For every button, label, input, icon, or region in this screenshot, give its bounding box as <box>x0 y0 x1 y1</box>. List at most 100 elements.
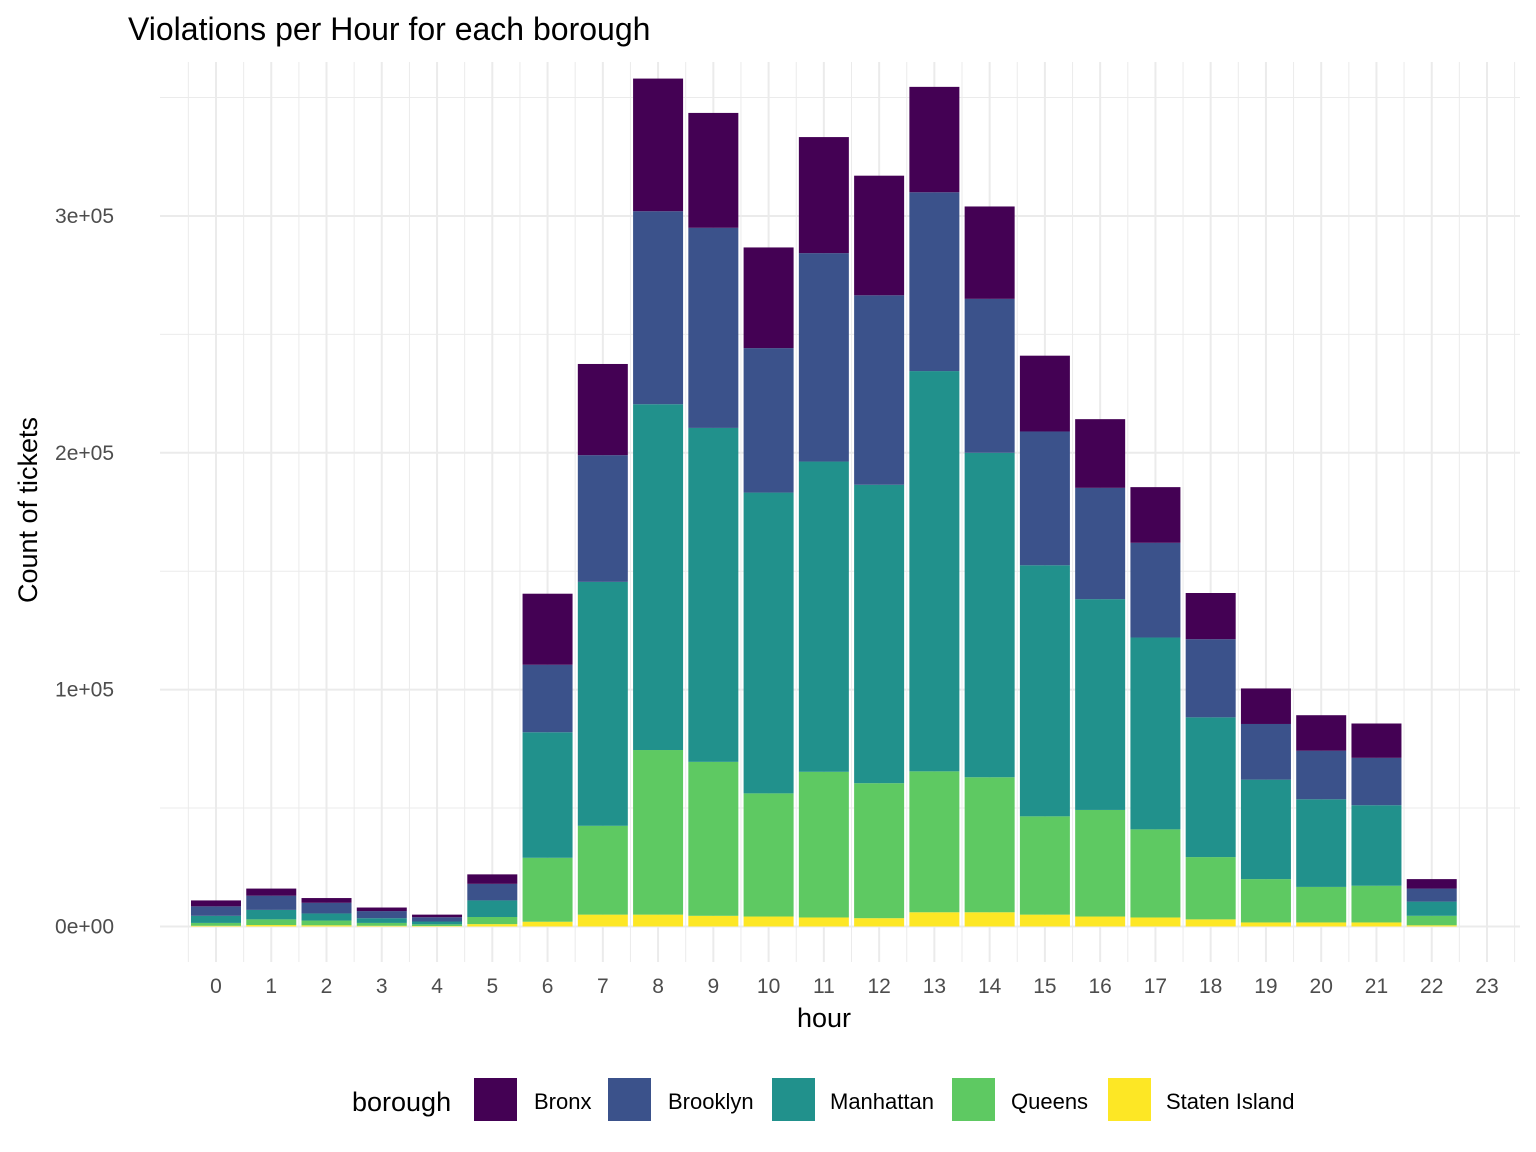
bar-bronx-hour-10 <box>743 247 794 349</box>
x-tick-label: 8 <box>652 975 664 998</box>
legend-label-queens: Queens <box>1011 1089 1088 1114</box>
bar-brooklyn-hour-19 <box>1240 723 1291 780</box>
bar-queens-hour-11 <box>798 771 849 918</box>
bar-bronx-hour-19 <box>1240 688 1291 724</box>
bar-queens-hour-22 <box>1406 915 1457 926</box>
bar-bronx-hour-3 <box>356 907 407 912</box>
bar-brooklyn-hour-5 <box>467 883 518 901</box>
x-tick-label: 10 <box>757 975 780 998</box>
bar-bronx-hour-5 <box>467 874 518 884</box>
bar-bronx-hour-6 <box>522 593 573 665</box>
bar-bronx-hour-14 <box>964 206 1015 299</box>
bar-queens-hour-19 <box>1240 879 1291 923</box>
bar-staten-island-hour-18 <box>1185 919 1236 927</box>
bar-manhattan-hour-17 <box>1130 637 1181 830</box>
bar-staten-island-hour-0 <box>191 925 241 927</box>
bar-queens-hour-20 <box>1296 886 1347 923</box>
bar-brooklyn-hour-1 <box>246 895 297 910</box>
bar-manhattan-hour-0 <box>191 915 241 923</box>
bar-manhattan-hour-5 <box>467 900 518 917</box>
x-tick-label: 17 <box>1144 975 1167 998</box>
x-tick-label: 20 <box>1310 975 1333 998</box>
bar-queens-hour-2 <box>301 920 352 926</box>
bar-staten-island-hour-12 <box>854 918 905 927</box>
legend-key-brooklyn <box>608 1078 651 1121</box>
x-tick-label: 0 <box>210 975 222 998</box>
y-tick-label: 2e+05 <box>55 442 114 465</box>
y-tick-label: 1e+05 <box>55 679 114 702</box>
bar-manhattan-hour-21 <box>1351 805 1402 886</box>
bar-bronx-hour-13 <box>909 86 960 193</box>
bar-manhattan-hour-4 <box>412 921 463 925</box>
legend-label-manhattan: Manhattan <box>830 1089 934 1114</box>
bar-manhattan-hour-8 <box>633 404 684 751</box>
bar-brooklyn-hour-8 <box>633 211 684 405</box>
bar-brooklyn-hour-4 <box>412 917 463 922</box>
bar-manhattan-hour-20 <box>1296 799 1347 887</box>
x-tick-label: 1 <box>265 975 277 998</box>
bar-manhattan-hour-22 <box>1406 901 1457 916</box>
bar-bronx-hour-22 <box>1406 879 1457 889</box>
bar-brooklyn-hour-13 <box>909 192 960 372</box>
bar-queens-hour-1 <box>246 919 297 926</box>
x-tick-label: 16 <box>1088 975 1111 998</box>
bar-manhattan-hour-15 <box>1019 565 1070 817</box>
bar-staten-island-hour-5 <box>467 924 518 927</box>
bar-queens-hour-14 <box>964 777 1015 913</box>
bar-queens-hour-9 <box>688 761 739 916</box>
bar-manhattan-hour-6 <box>522 732 573 858</box>
bar-brooklyn-hour-10 <box>743 348 794 493</box>
legend-key-bronx <box>474 1078 517 1121</box>
bar-brooklyn-hour-17 <box>1130 542 1181 638</box>
bar-staten-island-hour-6 <box>522 921 573 927</box>
bar-brooklyn-hour-7 <box>577 455 628 582</box>
bar-queens-hour-7 <box>577 825 628 915</box>
bar-manhattan-hour-11 <box>798 461 849 772</box>
bar-bronx-hour-2 <box>301 898 352 903</box>
bar-bronx-hour-11 <box>798 137 849 254</box>
bar-bronx-hour-21 <box>1351 723 1402 758</box>
bar-queens-hour-16 <box>1075 809 1126 917</box>
bar-bronx-hour-9 <box>688 112 739 228</box>
bar-brooklyn-hour-14 <box>964 298 1015 453</box>
x-tick-label: 3 <box>376 975 388 998</box>
bar-bronx-hour-16 <box>1075 419 1126 488</box>
bar-queens-hour-12 <box>854 783 905 919</box>
bar-staten-island-hour-9 <box>688 915 739 927</box>
bar-queens-hour-5 <box>467 917 518 925</box>
bar-staten-island-hour-20 <box>1296 922 1347 927</box>
bar-queens-hour-8 <box>633 750 684 915</box>
bar-bronx-hour-15 <box>1019 355 1070 432</box>
bar-brooklyn-hour-15 <box>1019 431 1070 566</box>
bar-staten-island-hour-8 <box>633 914 684 927</box>
bar-manhattan-hour-12 <box>854 484 905 784</box>
bar-queens-hour-18 <box>1185 857 1236 920</box>
bar-staten-island-hour-17 <box>1130 917 1181 927</box>
legend-key-staten-island <box>1108 1078 1151 1121</box>
bar-bronx-hour-18 <box>1185 593 1236 640</box>
bar-staten-island-hour-2 <box>301 925 352 927</box>
bar-manhattan-hour-13 <box>909 371 960 772</box>
y-tick-label: 0e+00 <box>55 915 114 938</box>
bar-queens-hour-15 <box>1019 816 1070 915</box>
x-tick-label: 11 <box>813 975 835 998</box>
bar-queens-hour-13 <box>909 771 960 913</box>
legend-label-bronx: Bronx <box>534 1089 591 1114</box>
bar-manhattan-hour-16 <box>1075 599 1126 810</box>
bar-staten-island-hour-1 <box>246 925 297 927</box>
bar-brooklyn-hour-0 <box>191 906 241 916</box>
y-axis-title: Count of tickets <box>13 417 43 603</box>
bar-staten-island-hour-3 <box>356 925 407 927</box>
legend-title: borough <box>352 1087 451 1117</box>
bar-brooklyn-hour-22 <box>1406 888 1457 902</box>
x-tick-label: 12 <box>867 975 890 998</box>
bar-staten-island-hour-22 <box>1406 925 1457 927</box>
bar-queens-hour-17 <box>1130 829 1181 918</box>
bar-bronx-hour-12 <box>854 175 905 296</box>
bar-brooklyn-hour-6 <box>522 664 573 733</box>
legend-key-queens <box>952 1078 995 1121</box>
legend-label-staten-island: Staten Island <box>1166 1089 1294 1114</box>
bar-brooklyn-hour-9 <box>688 227 739 428</box>
bar-staten-island-hour-14 <box>964 912 1015 927</box>
